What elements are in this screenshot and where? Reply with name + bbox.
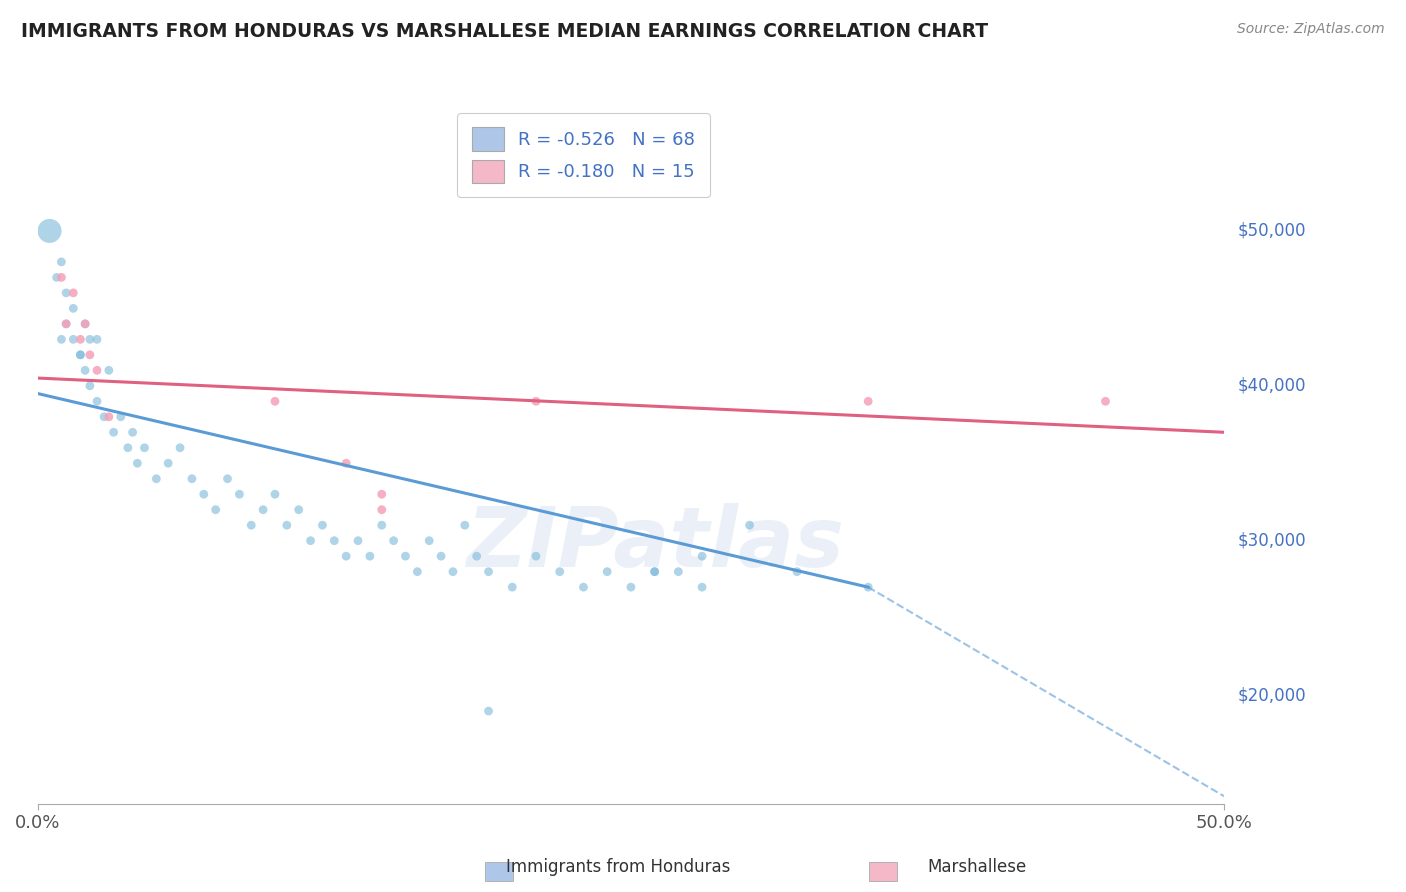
Text: $30,000: $30,000 bbox=[1239, 532, 1306, 549]
Point bbox=[86, 394, 108, 409]
Point bbox=[55, 285, 77, 300]
Point bbox=[252, 502, 274, 516]
Point bbox=[454, 518, 477, 533]
Point bbox=[62, 301, 84, 316]
Point bbox=[86, 332, 108, 346]
Point bbox=[666, 565, 689, 579]
Point bbox=[596, 565, 619, 579]
Point bbox=[228, 487, 250, 501]
Bar bbox=[869, 862, 897, 881]
Point bbox=[477, 565, 499, 579]
Text: IMMIGRANTS FROM HONDURAS VS MARSHALLESE MEDIAN EARNINGS CORRELATION CHART: IMMIGRANTS FROM HONDURAS VS MARSHALLESE … bbox=[21, 22, 988, 41]
Point bbox=[62, 332, 84, 346]
Point bbox=[264, 394, 287, 409]
Point bbox=[127, 456, 149, 470]
Point bbox=[856, 394, 879, 409]
Point bbox=[371, 518, 394, 533]
Point bbox=[62, 285, 84, 300]
Point bbox=[51, 332, 73, 346]
Point bbox=[690, 549, 713, 564]
Point bbox=[441, 565, 464, 579]
Point bbox=[335, 456, 357, 470]
Text: $40,000: $40,000 bbox=[1239, 376, 1306, 395]
Point bbox=[359, 549, 381, 564]
Point bbox=[335, 549, 357, 564]
Text: Source: ZipAtlas.com: Source: ZipAtlas.com bbox=[1237, 22, 1385, 37]
Bar bbox=[485, 862, 513, 881]
Point bbox=[430, 549, 453, 564]
Point bbox=[786, 565, 808, 579]
Text: $20,000: $20,000 bbox=[1239, 687, 1306, 705]
Point bbox=[55, 317, 77, 331]
Point bbox=[394, 549, 416, 564]
Point bbox=[276, 518, 298, 533]
Legend: R = -0.526   N = 68, R = -0.180   N = 15: R = -0.526 N = 68, R = -0.180 N = 15 bbox=[457, 113, 710, 197]
Point bbox=[311, 518, 333, 533]
Point bbox=[169, 441, 191, 455]
Point bbox=[323, 533, 346, 548]
Point bbox=[55, 317, 77, 331]
Point bbox=[97, 409, 120, 424]
Point bbox=[69, 348, 91, 362]
Point bbox=[371, 502, 394, 516]
Point bbox=[75, 317, 97, 331]
Point bbox=[287, 502, 309, 516]
Point bbox=[69, 332, 91, 346]
Point bbox=[93, 409, 115, 424]
Point bbox=[75, 317, 97, 331]
Point bbox=[620, 580, 643, 594]
Text: Marshallese: Marshallese bbox=[928, 858, 1026, 876]
Point bbox=[264, 487, 287, 501]
Point bbox=[418, 533, 440, 548]
Point bbox=[524, 549, 547, 564]
Point bbox=[501, 580, 523, 594]
Point bbox=[181, 472, 204, 486]
Point bbox=[134, 441, 156, 455]
Point bbox=[299, 533, 322, 548]
Point bbox=[371, 487, 394, 501]
Text: ZIPatlas: ZIPatlas bbox=[465, 503, 844, 584]
Point bbox=[75, 363, 97, 377]
Point bbox=[738, 518, 761, 533]
Point bbox=[145, 472, 167, 486]
Point bbox=[204, 502, 226, 516]
Point bbox=[86, 363, 108, 377]
Point bbox=[97, 363, 120, 377]
Point bbox=[856, 580, 879, 594]
Point bbox=[217, 472, 239, 486]
Point bbox=[644, 565, 666, 579]
Point bbox=[45, 270, 67, 285]
Point bbox=[690, 580, 713, 594]
Text: Immigrants from Honduras: Immigrants from Honduras bbox=[506, 858, 731, 876]
Point bbox=[103, 425, 125, 440]
Point bbox=[1094, 394, 1116, 409]
Point bbox=[465, 549, 488, 564]
Point bbox=[121, 425, 143, 440]
Point bbox=[79, 379, 101, 393]
Point bbox=[110, 409, 132, 424]
Point bbox=[524, 394, 547, 409]
Point bbox=[644, 565, 666, 579]
Point bbox=[193, 487, 215, 501]
Point bbox=[79, 332, 101, 346]
Point bbox=[347, 533, 370, 548]
Point bbox=[51, 255, 73, 269]
Point bbox=[548, 565, 571, 579]
Text: $50,000: $50,000 bbox=[1239, 222, 1306, 240]
Point bbox=[240, 518, 263, 533]
Point bbox=[382, 533, 405, 548]
Point bbox=[572, 580, 595, 594]
Point bbox=[51, 270, 73, 285]
Point bbox=[406, 565, 429, 579]
Point bbox=[117, 441, 139, 455]
Point bbox=[38, 224, 60, 238]
Point bbox=[69, 348, 91, 362]
Point bbox=[79, 348, 101, 362]
Point bbox=[477, 704, 499, 718]
Point bbox=[157, 456, 180, 470]
